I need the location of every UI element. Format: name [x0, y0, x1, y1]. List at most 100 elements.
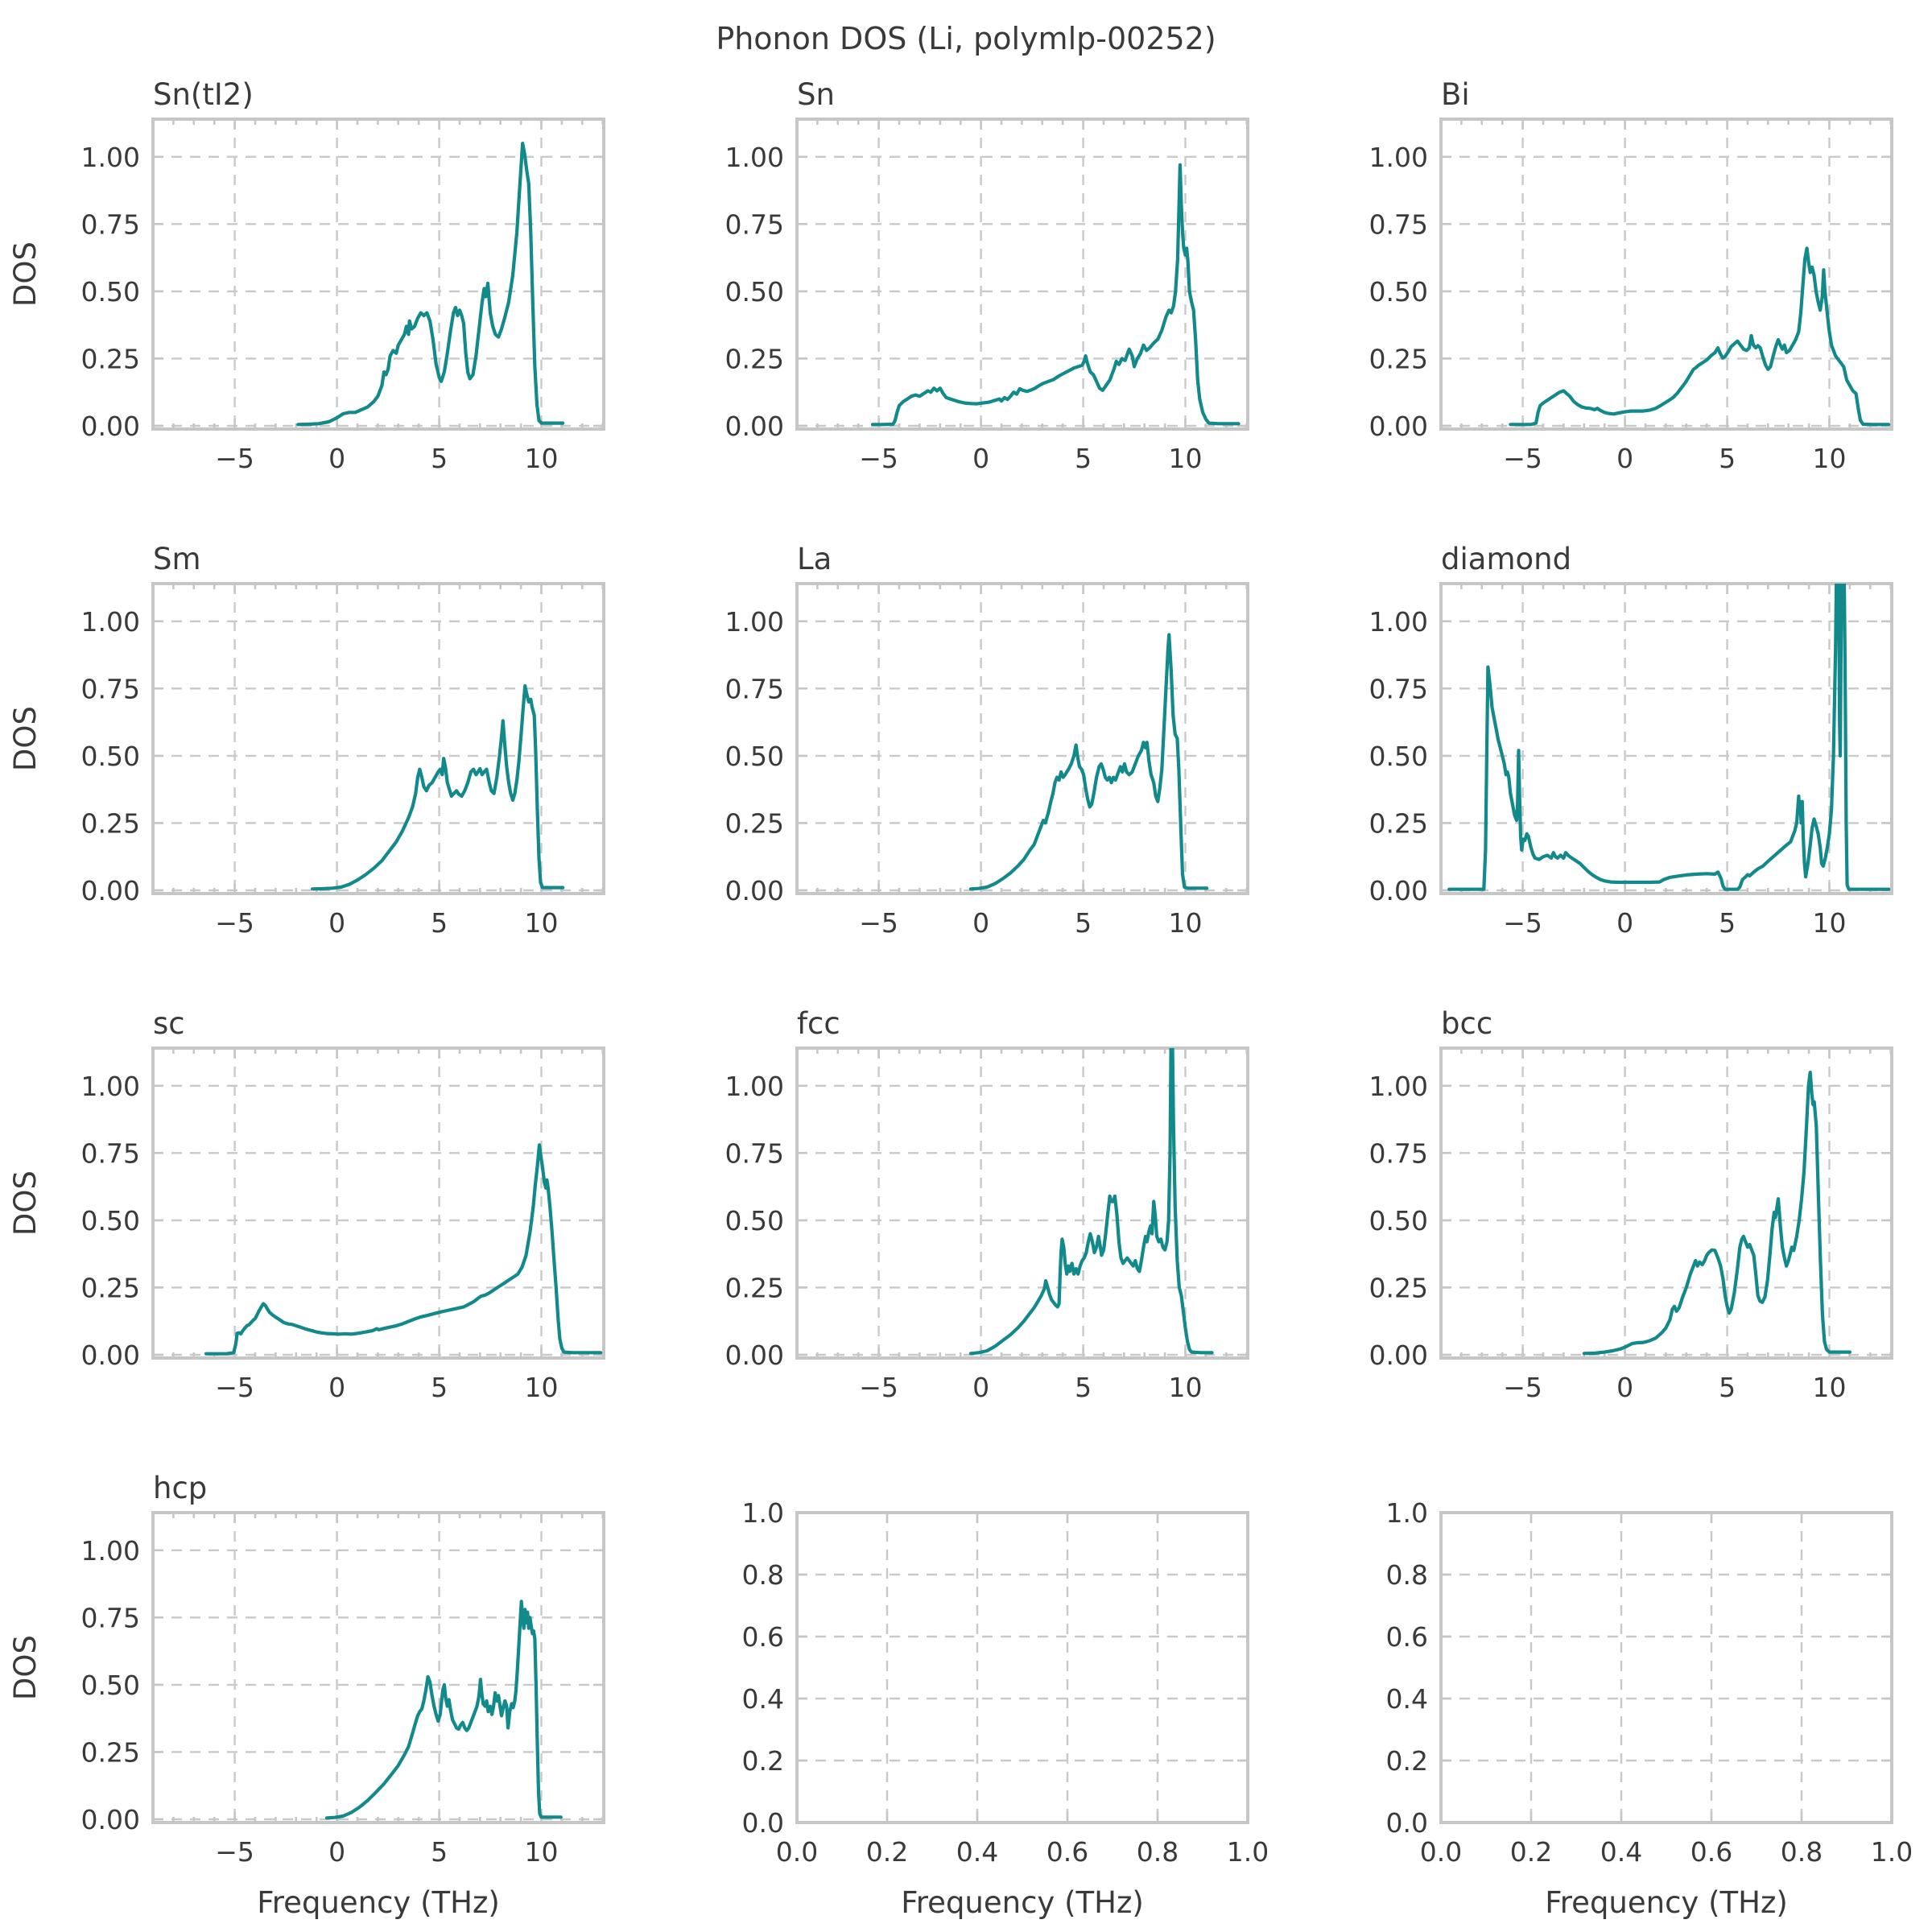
x-tick-label: −5	[215, 1836, 254, 1868]
y-tick-label: 0.6	[1386, 1621, 1428, 1653]
axis-xlabel: Frequency (THz)	[901, 1885, 1144, 1920]
y-tick-label: 1.00	[1369, 142, 1428, 173]
y-tick-label: 0.75	[725, 1137, 784, 1169]
x-tick-label: −5	[1503, 443, 1542, 474]
x-tick-label: 10	[525, 1836, 559, 1868]
x-tick-label: 5	[431, 907, 448, 939]
x-tick-label: −5	[215, 1372, 254, 1403]
x-tick-label: 10	[1169, 907, 1203, 939]
x-tick-label: 5	[431, 1836, 448, 1868]
x-tick-label: 10	[1813, 907, 1847, 939]
subplot-title: hcp	[153, 1471, 207, 1505]
x-tick-label: 0.6	[1690, 1836, 1732, 1868]
x-tick-label: 5	[1075, 1372, 1092, 1403]
y-tick-label: 0.25	[81, 1736, 140, 1768]
y-tick-label: 0.50	[1369, 276, 1428, 308]
y-tick-label: 1.0	[1386, 1497, 1428, 1529]
y-tick-label: 0.6	[742, 1621, 784, 1653]
y-tick-label: 0.4	[1386, 1683, 1428, 1715]
dos-curve	[296, 141, 565, 427]
axes-spines	[795, 1046, 1249, 1360]
y-tick-label: 0.8	[742, 1559, 784, 1591]
x-tick-label: 5	[431, 443, 448, 474]
x-tick-label: 0.0	[776, 1836, 818, 1868]
x-tick-label: 10	[525, 443, 559, 474]
y-tick-label: 0.8	[1386, 1559, 1428, 1591]
subplot-grid: −5 0 5 10 0.00 0.25 0.50 0.75 1.00 Sn(tI2) DOS −5 0 5…	[0, 74, 1932, 1932]
dos-curve	[324, 1600, 563, 1820]
x-tick-label: 5	[1075, 907, 1092, 939]
dos-curve	[968, 633, 1209, 891]
x-tick-label: 5	[1719, 907, 1736, 939]
axis-xlabel: Frequency (THz)	[1545, 1885, 1788, 1920]
axis-xlabel: Frequency (THz)	[257, 1885, 500, 1920]
x-tick-label: −5	[859, 907, 898, 939]
y-tick-label: 0.25	[81, 1272, 140, 1303]
y-tick-label: 0.2	[742, 1745, 784, 1777]
y-tick-label: 0.75	[1369, 673, 1428, 704]
x-tick-label: 0	[328, 1372, 345, 1403]
y-tick-label: 0.00	[725, 1340, 784, 1371]
y-tick-label: 0.50	[725, 741, 784, 772]
axes-spines	[151, 1511, 605, 1824]
y-tick-label: 1.00	[1369, 606, 1428, 638]
y-tick-label: 0.25	[1369, 807, 1428, 839]
x-tick-label: 0.2	[1510, 1836, 1552, 1868]
subplot-title: Sn	[797, 77, 835, 112]
x-tick-label: 1.0	[1871, 1836, 1913, 1868]
y-tick-label: 0.25	[725, 807, 784, 839]
axes-spines	[151, 118, 605, 431]
axes-spines	[1439, 582, 1893, 895]
y-tick-label: 0.4	[742, 1683, 784, 1715]
y-tick-label: 0.75	[1369, 1137, 1428, 1169]
x-tick-label: 0.4	[956, 1836, 998, 1868]
y-tick-label: 0.50	[1369, 1205, 1428, 1236]
x-tick-label: 0.6	[1046, 1836, 1088, 1868]
subplot-Sm: −5 0 5 10 0.00 0.25 0.50 0.75 1.00 Sm DOS	[8, 542, 605, 939]
subplot-title: sc	[153, 1006, 185, 1041]
x-tick-label: 10	[1813, 443, 1847, 474]
x-tick-label: 0.4	[1600, 1836, 1642, 1868]
x-tick-label: −5	[859, 1372, 898, 1403]
y-tick-label: 1.00	[725, 606, 784, 638]
axes-spines	[795, 582, 1249, 895]
y-tick-label: 0.00	[725, 411, 784, 442]
x-tick-label: 1.0	[1227, 1836, 1269, 1868]
y-tick-label: 0.25	[81, 807, 140, 839]
x-tick-label: 0.8	[1781, 1836, 1823, 1868]
y-tick-label: 1.00	[81, 1535, 140, 1567]
y-tick-label: 0.50	[1369, 741, 1428, 772]
axis-ylabel: DOS	[8, 1170, 43, 1236]
subplot-Sn(tI2): −5 0 5 10 0.00 0.25 0.50 0.75 1.00 Sn(tI2) DOS	[8, 77, 605, 474]
subplot-bcc: −5 0 5 10 0.00 0.25 0.50 0.75 1.00 bcc	[1369, 1006, 1893, 1403]
subplot-Bi: −5 0 5 10 0.00 0.25 0.50 0.75 1.00 Bi	[1369, 77, 1893, 474]
subplot-fcc: −5 0 5 10 0.00 0.25 0.50 0.75 1.00 fcc	[725, 1006, 1249, 1403]
x-tick-label: 10	[1813, 1372, 1847, 1403]
y-tick-label: 0.25	[725, 343, 784, 374]
y-tick-label: 0.25	[725, 1272, 784, 1303]
y-tick-label: 0.50	[725, 276, 784, 308]
figure-title: Phonon DOS (Li, polymlp-00252)	[716, 21, 1216, 56]
y-tick-label: 1.00	[81, 142, 140, 173]
y-tick-label: 0.25	[81, 343, 140, 374]
y-tick-label: 0.2	[1386, 1745, 1428, 1777]
subplot-title: fcc	[797, 1006, 840, 1041]
x-tick-label: 10	[525, 1372, 559, 1403]
y-tick-label: 0.75	[81, 1137, 140, 1169]
axes-spines	[151, 1046, 605, 1360]
x-tick-label: 0	[328, 907, 345, 939]
y-tick-label: 1.00	[725, 1071, 784, 1102]
x-tick-label: 5	[431, 1372, 448, 1403]
x-tick-label: 0	[972, 907, 989, 939]
y-tick-label: 0.0	[1386, 1807, 1428, 1839]
y-tick-label: 1.00	[725, 142, 784, 173]
y-tick-label: 0.00	[1369, 1340, 1428, 1371]
dos-curve	[204, 1143, 603, 1356]
y-tick-label: 0.00	[81, 411, 140, 442]
axes-spines	[151, 582, 605, 895]
axes-spines	[795, 118, 1249, 431]
y-tick-label: 0.75	[725, 208, 784, 240]
x-tick-label: 10	[1169, 443, 1203, 474]
axes-spines	[1439, 1511, 1893, 1824]
y-tick-label: 0.00	[81, 1340, 140, 1371]
